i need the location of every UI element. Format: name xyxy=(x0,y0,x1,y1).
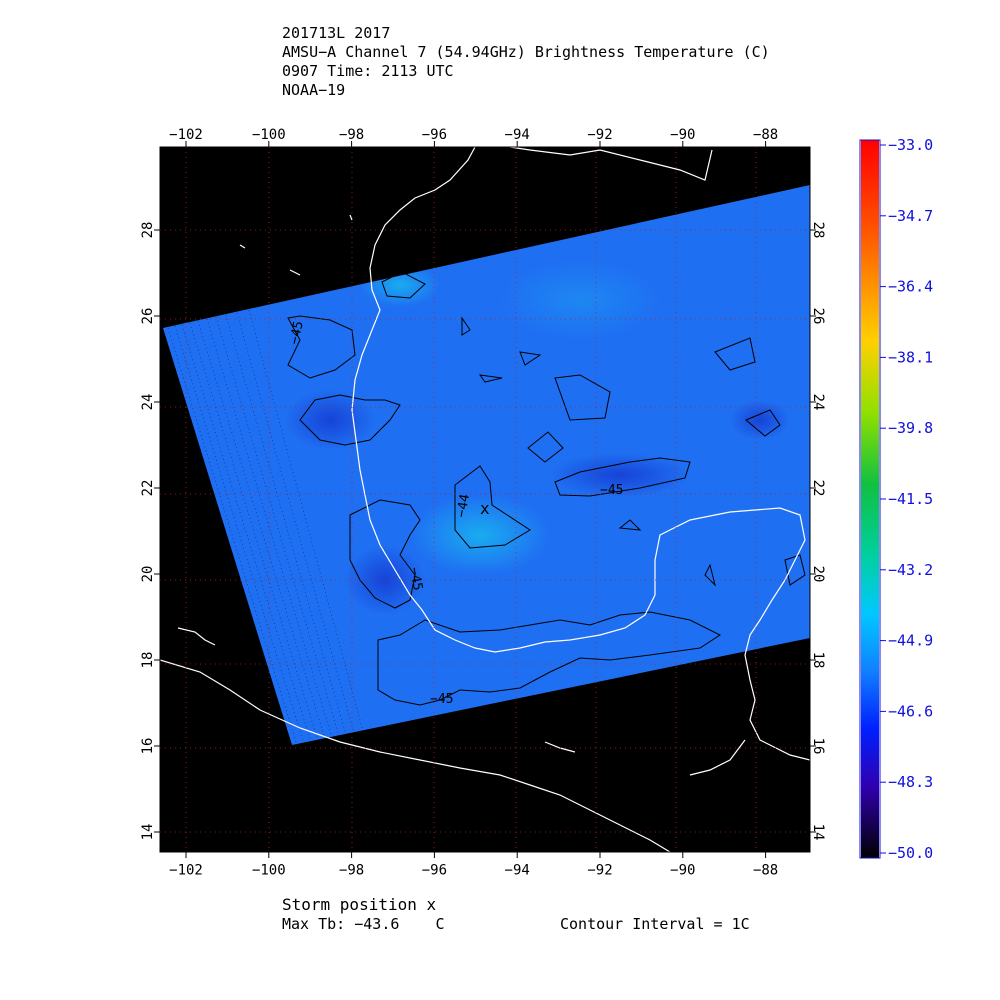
swath-edge-hatching xyxy=(167,309,364,745)
colorbar-tick-label: −41.5 xyxy=(888,490,933,508)
lat-tick-label: 24 xyxy=(810,394,826,411)
lat-tick-label: 20 xyxy=(140,566,156,583)
colorbar-tick-label: −39.8 xyxy=(888,419,933,437)
title-line-2: AMSU−A Channel 7 (54.94GHz) Brightness T… xyxy=(282,43,770,61)
satellite-swath xyxy=(163,185,810,745)
lat-tick-label: 18 xyxy=(810,652,826,669)
lat-tick-label: 16 xyxy=(140,738,156,755)
colorbar-tick-label: −33.0 xyxy=(888,136,933,154)
lon-tick-label: −102 xyxy=(169,127,203,143)
lat-tick-label: 24 xyxy=(140,394,156,411)
lat-tick-label: 26 xyxy=(810,308,826,325)
lon-tick-label: −94 xyxy=(505,863,530,879)
lon-tick-label: −94 xyxy=(505,127,530,143)
title-line-1: 201713L 2017 xyxy=(282,24,391,42)
colorbar-tick-label: −36.4 xyxy=(888,278,933,296)
contour-lines xyxy=(287,271,806,706)
max-tb-readout: Max Tb: −43.6 C xyxy=(282,915,445,933)
lat-tick-label: 14 xyxy=(140,824,156,841)
lon-tick-label: −98 xyxy=(339,863,364,879)
lon-tick-label: −90 xyxy=(670,863,695,879)
title-line-3: 0907 Time: 2113 UTC xyxy=(282,62,454,80)
lat-labels-right: 14 16 18 20 22 24 26 28 xyxy=(810,222,826,841)
lat-lon-grid xyxy=(160,147,810,852)
lon-tick-label: −90 xyxy=(670,127,695,143)
contour-label: −45 xyxy=(406,566,425,592)
lon-tick-label: −92 xyxy=(587,863,612,879)
lat-tick-label: 20 xyxy=(810,566,826,583)
contour-label: −45 xyxy=(287,320,307,346)
title-line-4: NOAA−19 xyxy=(282,81,346,99)
lon-tick-label: −88 xyxy=(753,127,778,143)
colorbar-tick-label: −43.2 xyxy=(888,561,933,579)
lon-tick-label: −88 xyxy=(753,863,778,879)
lon-labels-top: −102 −100 −98 −96 −94 −92 −90 −88 xyxy=(169,127,778,147)
lon-tick-label: −100 xyxy=(252,863,286,879)
contour-interval-readout: Contour Interval = 1C xyxy=(560,915,750,933)
contour-label: −45 xyxy=(430,692,453,707)
colorbar-tick-label: −44.9 xyxy=(888,632,933,650)
storm-position-legend: Storm position x xyxy=(282,895,437,914)
colorbar-tick-label: −46.6 xyxy=(888,702,933,720)
lon-tick-label: −98 xyxy=(339,127,364,143)
storm-position-marker: x xyxy=(480,499,490,518)
colorbar xyxy=(861,140,879,858)
lon-tick-label: −100 xyxy=(252,127,286,143)
colorbar-tick-label: −38.1 xyxy=(888,348,933,366)
lat-tick-label: 26 xyxy=(140,308,156,325)
lat-labels-left: 14 16 18 20 22 24 26 28 xyxy=(140,222,160,841)
coastline xyxy=(160,147,810,852)
contour-label: −45 xyxy=(600,483,623,498)
lat-tick-label: 22 xyxy=(140,480,156,497)
lon-labels-bottom: −102 −100 −98 −96 −94 −92 −90 −88 xyxy=(169,852,778,879)
lat-tick-label: 14 xyxy=(810,824,826,841)
colorbar-tick-label: −34.7 xyxy=(888,207,933,225)
lat-tick-label: 28 xyxy=(810,222,826,239)
lon-tick-label: −96 xyxy=(422,863,447,879)
lon-tick-label: −102 xyxy=(169,863,203,879)
colorbar-labels: −33.0 −34.7 −36.4 −38.1 −39.8 −41.5 −43.2 −44.9… xyxy=(880,136,933,862)
colorbar-tick-label: −48.3 xyxy=(888,773,933,791)
map-frame xyxy=(159,146,811,853)
lat-tick-label: 16 xyxy=(810,738,826,755)
lat-tick-label: 22 xyxy=(810,480,826,497)
contour-label: −44 xyxy=(454,493,473,519)
colorbar-tick-label: −50.0 xyxy=(888,844,933,862)
lat-tick-label: 28 xyxy=(140,222,156,239)
lat-tick-label: 18 xyxy=(140,652,156,669)
lon-tick-label: −96 xyxy=(422,127,447,143)
lon-tick-label: −92 xyxy=(587,127,612,143)
